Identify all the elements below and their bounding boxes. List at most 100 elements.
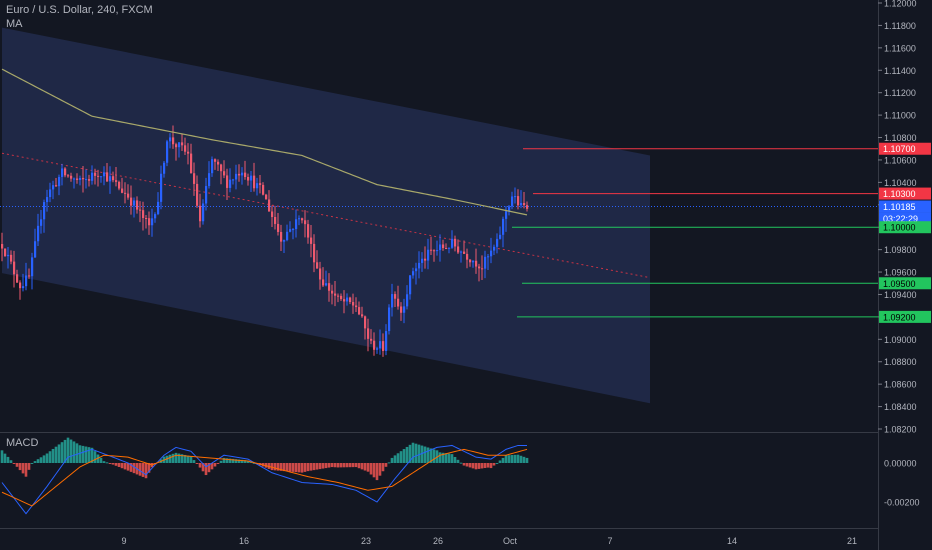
- macd-bar: [438, 452, 442, 463]
- price-tick-label: 1.10600: [884, 155, 917, 165]
- candle-body: [484, 256, 487, 269]
- macd-bar: [243, 460, 247, 463]
- candles: [1, 125, 529, 357]
- candle-body: [442, 244, 445, 249]
- macd-bar: [300, 463, 304, 473]
- candle-body: [472, 260, 475, 263]
- candle-body: [79, 177, 82, 180]
- macd-bar: [372, 463, 376, 478]
- candle-body: [322, 279, 325, 286]
- candle-body: [436, 250, 439, 252]
- candle-body: [508, 206, 511, 212]
- macd-bar: [408, 444, 412, 463]
- candle-body: [28, 275, 31, 277]
- macd-bar: [522, 456, 526, 463]
- macd-bar: [120, 463, 124, 469]
- macd-bar: [390, 457, 394, 463]
- candle-body: [166, 141, 169, 163]
- candle-body: [451, 238, 454, 248]
- candle-body: [331, 290, 334, 294]
- macd-bar: [492, 463, 496, 466]
- candle-body: [193, 173, 196, 184]
- candle-body: [319, 268, 322, 280]
- candle-body: [523, 203, 526, 206]
- macd-bar: [375, 463, 379, 481]
- candle-body: [46, 197, 49, 203]
- candle-body: [514, 196, 517, 198]
- support-badge-1: 1.10000: [883, 223, 916, 233]
- candle-body: [346, 297, 349, 302]
- candle-body: [268, 199, 271, 212]
- macd-bar: [495, 463, 499, 464]
- price-tick-label: 1.11600: [884, 43, 916, 53]
- macd-indicator-label[interactable]: MACD: [6, 437, 39, 449]
- candle-body: [406, 294, 409, 307]
- candle-body: [334, 293, 337, 296]
- candle-body: [289, 229, 292, 232]
- candle-body: [271, 211, 274, 217]
- candle-body: [460, 251, 463, 253]
- macd-bar: [132, 463, 136, 474]
- chart-title: Euro / U.S. Dollar, 240, FXCM: [6, 4, 153, 16]
- candle-body: [214, 159, 217, 162]
- macd-bar: [447, 453, 451, 463]
- macd-bar: [291, 463, 295, 472]
- candle-body: [232, 179, 235, 181]
- macd-bar: [339, 463, 343, 468]
- macd-bar: [0, 450, 4, 463]
- candle-body: [103, 172, 106, 177]
- candle-body: [400, 306, 403, 313]
- macd-bar: [321, 463, 325, 469]
- macd-bar: [21, 463, 25, 474]
- candle-body: [250, 175, 253, 181]
- macd-bar: [201, 463, 205, 472]
- candle-body: [505, 211, 508, 219]
- macd-bar: [186, 455, 190, 463]
- candle-body: [208, 173, 211, 187]
- macd-bar: [393, 455, 397, 463]
- price-tick-label: 1.10400: [884, 178, 917, 188]
- macd-bar: [66, 437, 70, 463]
- candle-body: [238, 173, 241, 176]
- candle-body: [475, 260, 478, 267]
- macd-bar: [63, 439, 67, 463]
- candle-body: [355, 305, 358, 308]
- candle-body: [199, 205, 202, 222]
- candle-body: [265, 194, 268, 200]
- ma-indicator-label[interactable]: MA: [6, 18, 23, 30]
- candle-body: [31, 257, 34, 277]
- candle-body: [427, 249, 430, 261]
- candle-body: [4, 248, 7, 257]
- macd-bar: [51, 448, 55, 463]
- countdown-badge: 03:22:29: [883, 214, 918, 224]
- macd-bar: [486, 463, 490, 468]
- candle-body: [283, 240, 286, 242]
- candle-body: [58, 176, 61, 187]
- time-tick-label: 16: [239, 536, 249, 546]
- macd-bar: [309, 463, 313, 471]
- macd-bar: [30, 463, 34, 464]
- macd-bar: [237, 459, 241, 463]
- macd-bar: [180, 454, 184, 463]
- candle-body: [10, 254, 13, 262]
- candle-body: [16, 274, 19, 283]
- resistance-badge-1-bg: [879, 142, 931, 155]
- candle-body: [313, 243, 316, 263]
- macd-bar: [99, 457, 103, 463]
- macd-tick-label: -0.00200: [884, 498, 920, 508]
- candle-body: [55, 185, 58, 187]
- macd-bar: [483, 463, 487, 469]
- candle-body: [211, 159, 214, 174]
- price-tick-label: 1.12000: [884, 0, 917, 9]
- candle-body: [493, 246, 496, 251]
- candle-body: [148, 218, 151, 226]
- candle-body: [361, 314, 364, 317]
- macd-bar: [138, 463, 142, 476]
- candle-body: [136, 200, 139, 210]
- macd-bar: [279, 463, 283, 471]
- macd-bar: [228, 458, 232, 463]
- time-tick-label: 14: [727, 536, 737, 546]
- candle-body: [154, 214, 157, 219]
- candle-body: [463, 251, 466, 254]
